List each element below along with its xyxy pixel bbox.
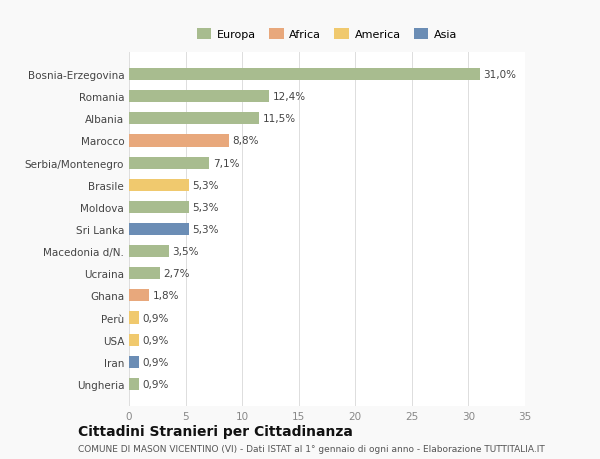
Text: 5,3%: 5,3% <box>193 180 219 190</box>
Bar <box>129 356 139 368</box>
Bar <box>129 378 139 390</box>
Text: 5,3%: 5,3% <box>193 224 219 235</box>
Text: 31,0%: 31,0% <box>483 70 516 80</box>
Bar <box>129 312 139 324</box>
Bar <box>129 246 169 257</box>
Bar <box>129 179 189 191</box>
Text: 0,9%: 0,9% <box>143 313 169 323</box>
Text: 7,1%: 7,1% <box>213 158 239 168</box>
Bar <box>129 157 209 169</box>
Text: 0,9%: 0,9% <box>143 379 169 389</box>
Bar <box>129 268 160 280</box>
Legend: Europa, Africa, America, Asia: Europa, Africa, America, Asia <box>197 29 457 40</box>
Bar <box>129 202 189 213</box>
Text: 11,5%: 11,5% <box>263 114 296 124</box>
Text: 0,9%: 0,9% <box>143 335 169 345</box>
Text: 5,3%: 5,3% <box>193 202 219 213</box>
Bar <box>129 91 269 103</box>
Text: 3,5%: 3,5% <box>172 246 199 257</box>
Bar <box>129 69 480 81</box>
Text: 8,8%: 8,8% <box>232 136 259 146</box>
Bar <box>129 135 229 147</box>
Bar <box>129 224 189 235</box>
Text: 0,9%: 0,9% <box>143 357 169 367</box>
Text: 1,8%: 1,8% <box>153 291 179 301</box>
Text: COMUNE DI MASON VICENTINO (VI) - Dati ISTAT al 1° gennaio di ogni anno - Elabora: COMUNE DI MASON VICENTINO (VI) - Dati IS… <box>78 444 545 453</box>
Bar <box>129 290 149 302</box>
Text: 12,4%: 12,4% <box>272 92 306 102</box>
Text: Cittadini Stranieri per Cittadinanza: Cittadini Stranieri per Cittadinanza <box>78 425 353 438</box>
Bar <box>129 334 139 346</box>
Text: 2,7%: 2,7% <box>163 269 190 279</box>
Bar <box>129 113 259 125</box>
